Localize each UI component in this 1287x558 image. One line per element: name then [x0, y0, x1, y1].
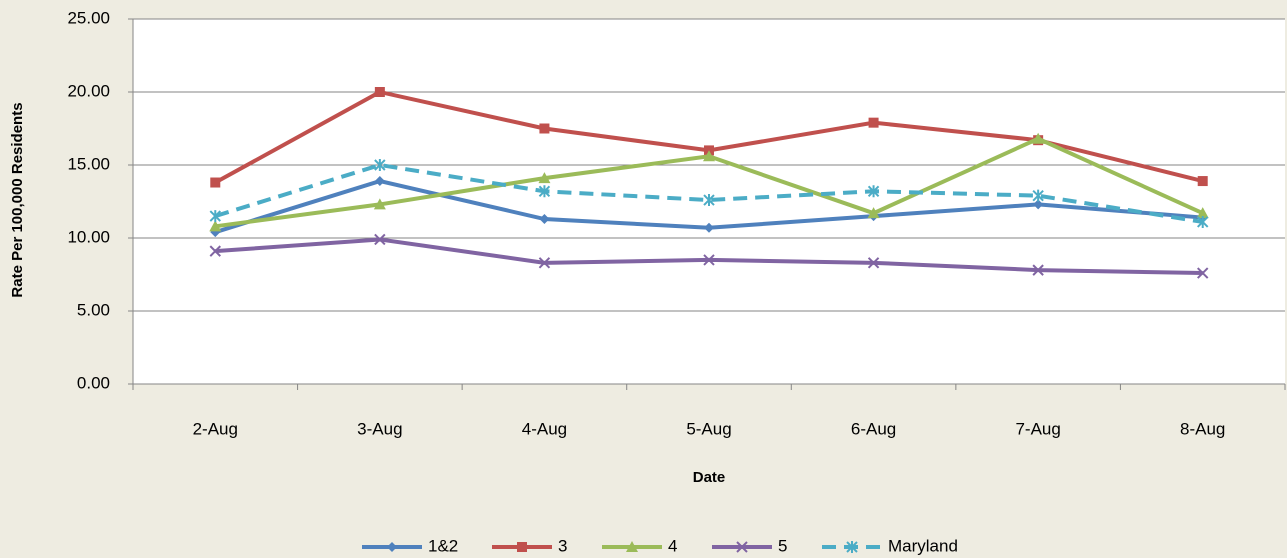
legend-label: 5 [778, 536, 787, 555]
marker [1197, 267, 1209, 279]
marker [373, 198, 386, 210]
marker [374, 159, 386, 171]
marker [538, 185, 551, 198]
legend-marker [626, 541, 638, 552]
marker [1197, 215, 1209, 228]
legend-label: Maryland [888, 536, 958, 555]
legend-marker [517, 542, 527, 552]
marker [210, 177, 221, 188]
legend-marker [846, 541, 858, 553]
marker [1032, 132, 1045, 144]
legend-label: 3 [558, 536, 567, 555]
legend-label: 4 [668, 536, 677, 555]
y-tick-label: 5.00 [77, 300, 110, 319]
marker [703, 194, 715, 207]
marker [209, 210, 221, 223]
legend-marker [387, 542, 397, 552]
x-tick-label: 3-Aug [357, 419, 402, 438]
x-tick-label: 2-Aug [193, 419, 238, 438]
y-tick-label: 10.00 [67, 227, 110, 246]
x-tick-label: 6-Aug [851, 419, 896, 438]
marker [867, 257, 880, 269]
marker [374, 233, 386, 246]
marker [1032, 189, 1044, 202]
marker [867, 207, 880, 219]
marker [539, 214, 550, 225]
y-tick-label: 25.00 [67, 8, 110, 27]
marker [703, 254, 715, 266]
marker [1033, 199, 1044, 210]
y-tick-label: 20.00 [67, 81, 110, 100]
x-tick-label: 4-Aug [522, 419, 567, 438]
marker [209, 220, 222, 232]
marker [209, 245, 221, 257]
marker [1197, 176, 1208, 187]
x-tick-label: 5-Aug [686, 419, 731, 438]
marker [703, 150, 715, 162]
marker [374, 87, 385, 97]
x-tick-label: 7-Aug [1015, 419, 1060, 438]
marker [374, 176, 385, 187]
legend-label: 1&2 [428, 536, 458, 555]
marker [1196, 207, 1209, 219]
y-axis-label: Rate Per 100,000 Residents [9, 102, 26, 297]
y-tick-label: 0.00 [77, 373, 110, 392]
y-tick-label: 15.00 [67, 154, 110, 173]
marker [539, 123, 550, 134]
marker [868, 117, 879, 128]
marker [538, 257, 551, 269]
marker [704, 222, 714, 233]
x-axis-label: Date [693, 469, 726, 486]
marker [867, 185, 880, 198]
marker [1032, 264, 1044, 276]
marker [538, 172, 551, 184]
legend-marker [736, 541, 748, 553]
x-tick-label: 8-Aug [1180, 419, 1225, 438]
